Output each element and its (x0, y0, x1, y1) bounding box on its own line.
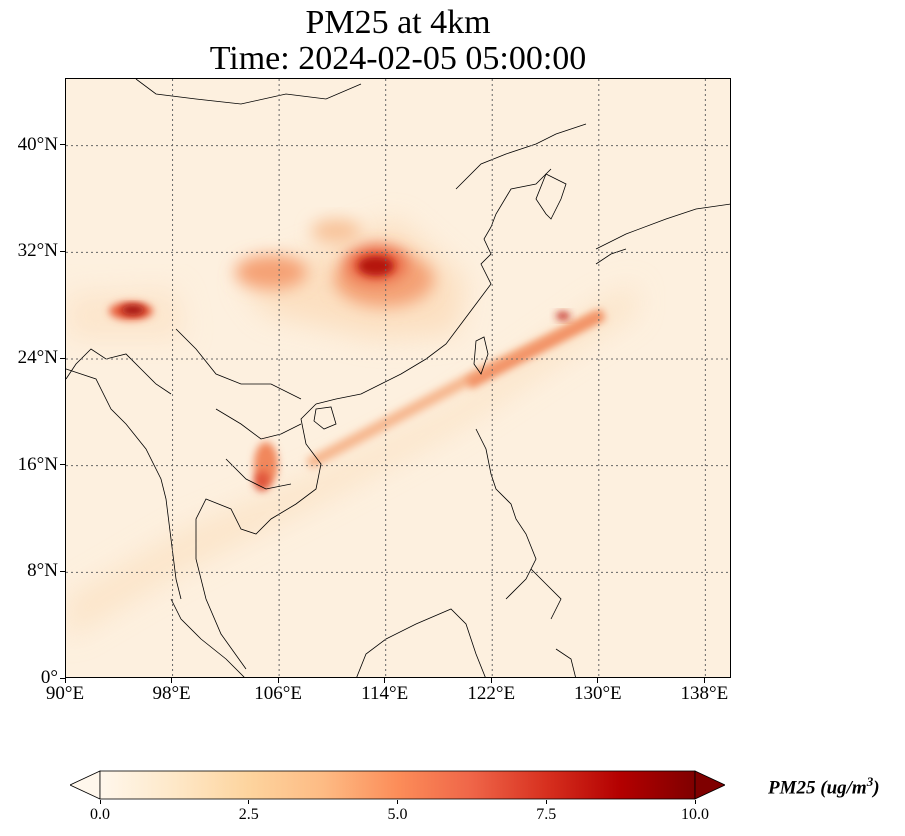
india-hotspot-core (121, 305, 145, 315)
central-china-core (358, 256, 394, 276)
lon-tick (384, 678, 386, 683)
myanmar-coast (66, 368, 182, 600)
cambodia-plume (254, 471, 270, 491)
lat-tick-label: 8°N (27, 560, 58, 582)
hainan (313, 406, 337, 430)
inland-border-1 (66, 348, 172, 395)
indochina-coast (195, 403, 322, 670)
colorbar-tick (694, 800, 696, 804)
coastlines (66, 79, 730, 677)
taiwan (473, 336, 489, 375)
haze-belt (66, 284, 636, 639)
colorbar-tick (248, 800, 250, 804)
lon-tick-label: 130°E (573, 683, 622, 704)
lat-tick (60, 464, 65, 466)
colorbar-min-extend (69, 770, 101, 800)
pm25-field (66, 219, 636, 639)
lon-tick-label: 106°E (254, 683, 302, 704)
colorbar (69, 770, 726, 800)
colorbar-svg (69, 770, 726, 800)
colorbar-tick (545, 800, 547, 804)
colorbar-tick (99, 800, 101, 804)
map-title-line2: Time: 2024-02-05 05:00:00 (209, 40, 587, 77)
inland-border-4 (225, 458, 292, 490)
lat-tick (60, 570, 65, 572)
lon-tick-label: 114°E (361, 683, 409, 704)
colorbar-tick-label: 2.5 (238, 806, 259, 823)
colorbar-max-extend (694, 770, 726, 800)
lat-tick-label: 40°N (17, 133, 58, 155)
colorbar-gradient (99, 770, 696, 800)
lon-tick (64, 678, 66, 683)
colorbar-label-text: PM25 (ug/m (768, 777, 867, 799)
colorbar-tick-label: 5.0 (387, 806, 408, 823)
lon-tick-label: 90°E (45, 683, 85, 704)
philippines-mindanao (530, 568, 562, 620)
colorbar-tick-label: 0.0 (90, 806, 110, 823)
sulawesi (555, 648, 576, 677)
korea-north (455, 123, 587, 190)
inland-border-2 (175, 328, 302, 400)
lon-tick (703, 678, 705, 683)
lat-tick-label: 16°N (17, 453, 58, 475)
borneo (356, 608, 486, 677)
philippines-luzon (475, 428, 537, 600)
lon-tick-label: 138°E (680, 683, 729, 704)
lon-tick (171, 678, 173, 683)
japan-kyushu (595, 248, 627, 265)
central-china-north (311, 219, 361, 243)
lon-tick-label: 98°E (152, 683, 191, 704)
gridlines (66, 79, 730, 677)
malay-peninsula (170, 598, 245, 677)
colorbar-tick-label: 10.0 (681, 806, 709, 823)
sichuan-plume (235, 255, 307, 289)
lat-tick (60, 250, 65, 252)
lat-tick (60, 144, 65, 146)
lon-tick (597, 678, 599, 683)
lat-tick (60, 677, 65, 679)
lon-tick (277, 678, 279, 683)
japan-honshu (595, 203, 730, 250)
colorbar-label-close: ) (873, 777, 880, 799)
colorbar-tick-label: 7.5 (536, 806, 557, 823)
colorbar-label-sup: 3 (866, 774, 874, 789)
lat-tick-label: 24°N (17, 347, 58, 368)
inland-border-3 (215, 408, 302, 440)
okinawa-core (556, 312, 570, 320)
lon-tick-label: 122°E (467, 683, 516, 704)
lat-tick-label: 0° (40, 667, 58, 688)
colorbar-label: PM25 (ug/m3) (768, 774, 880, 799)
korea-peninsula (535, 173, 567, 220)
diagonal-plume-core (466, 309, 606, 389)
mongolia-border (135, 79, 362, 105)
china-coast (315, 168, 552, 405)
map-title-line1: PM25 at 4km (305, 4, 491, 41)
lat-tick (60, 357, 65, 359)
lat-tick-label: 32°N (17, 240, 58, 262)
lon-tick (490, 678, 492, 683)
map-svg (66, 79, 730, 677)
colorbar-tick (397, 800, 398, 804)
map-panel (65, 78, 731, 678)
